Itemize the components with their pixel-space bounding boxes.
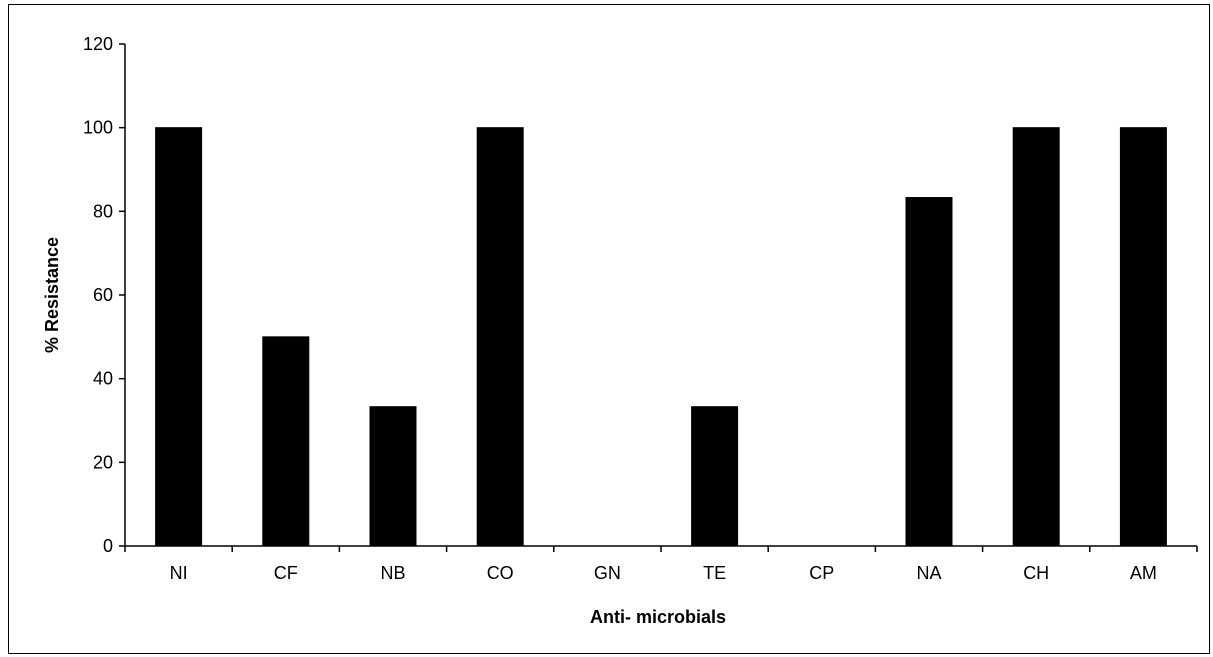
- bar-ch: [1012, 127, 1060, 547]
- x-axis-title: Anti- microbials: [590, 607, 726, 627]
- y-tick-label: 100: [83, 118, 113, 138]
- x-tick-label-ni: NI: [170, 563, 188, 583]
- bar-cf: [262, 336, 310, 547]
- bar-nb: [369, 406, 417, 547]
- y-tick-label: 120: [83, 34, 113, 54]
- y-tick-labels: 0 20 40 60 80 100 120: [83, 34, 113, 556]
- bar-am: [1119, 127, 1167, 547]
- bar-te: [691, 406, 739, 547]
- y-tick-label: 80: [93, 201, 113, 221]
- x-ticks: [124, 546, 1198, 552]
- y-tick-label: 0: [103, 536, 113, 556]
- x-tick-label-cp: CP: [809, 563, 834, 583]
- x-tick-label-ch: CH: [1023, 563, 1049, 583]
- y-tick-label: 20: [93, 452, 113, 472]
- x-tick-label-nb: NB: [380, 563, 405, 583]
- y-axis-title: % Resistance: [42, 237, 62, 353]
- bar-na: [905, 197, 953, 547]
- y-tick-label: 40: [93, 369, 113, 389]
- x-tick-label-am: AM: [1130, 563, 1157, 583]
- bars: [155, 127, 1167, 547]
- x-tick-labels: NI CF NB CO GN TE CP NA CH AM: [170, 563, 1157, 583]
- bar-co: [476, 127, 524, 547]
- x-tick-label-co: CO: [487, 563, 514, 583]
- bar-ni: [155, 127, 203, 547]
- x-tick-label-gn: GN: [594, 563, 621, 583]
- x-tick-label-cf: CF: [274, 563, 298, 583]
- y-tick-label: 60: [93, 285, 113, 305]
- y-ticks: [119, 43, 125, 547]
- x-tick-label-te: TE: [703, 563, 726, 583]
- x-tick-label-na: NA: [916, 563, 941, 583]
